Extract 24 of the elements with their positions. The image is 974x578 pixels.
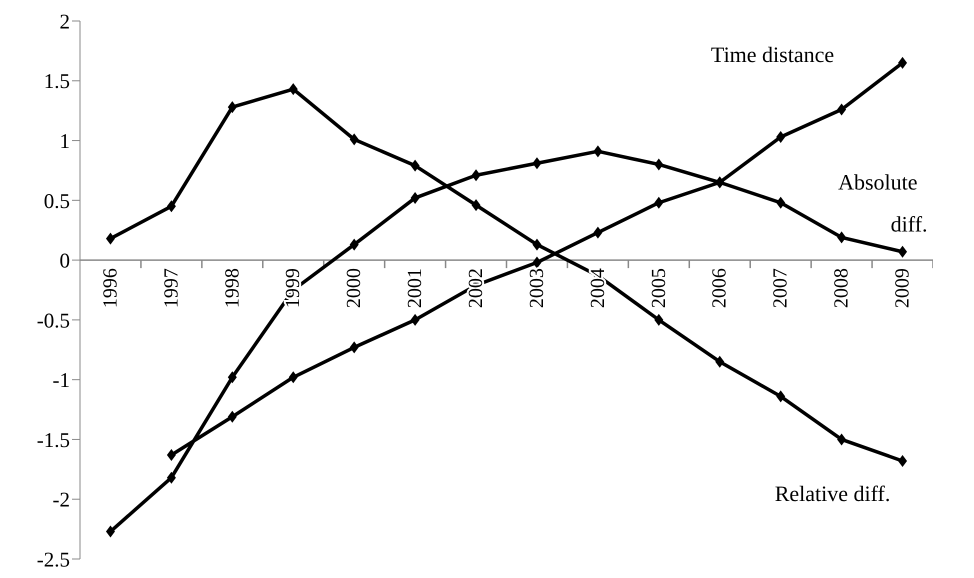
- y-tick-label: -2: [52, 488, 70, 512]
- x-tick-label: 1996: [99, 268, 122, 308]
- y-tick-label: -1.5: [36, 428, 70, 452]
- y-tick-label: 1: [60, 129, 70, 154]
- x-tick-label: 2006: [708, 268, 731, 308]
- y-tick-label: 0: [60, 248, 70, 273]
- series-label: Time distance: [710, 42, 834, 67]
- series-label: Relative diff.: [774, 480, 890, 506]
- x-tick-label: 1998: [221, 268, 244, 308]
- x-tick-label: 2005: [648, 268, 670, 308]
- x-tick-label: 2003: [526, 268, 548, 308]
- x-tick-label: 2009: [892, 268, 914, 308]
- y-tick-label: 1.5: [44, 69, 70, 94]
- y-tick-label: -0.5: [36, 308, 70, 332]
- y-tick-label: 0.5: [44, 188, 70, 213]
- x-tick-label: 2001: [404, 268, 426, 308]
- series-label: Absolute diff.: [838, 170, 928, 237]
- x-tick-label: 1997: [160, 268, 182, 308]
- y-tick-label: -2.5: [36, 547, 70, 572]
- y-tick-label: -1: [52, 368, 70, 392]
- y-tick-label: 2: [60, 9, 70, 34]
- x-tick-label: 2008: [830, 268, 853, 308]
- x-tick-label: 2007: [770, 268, 792, 308]
- x-tick-label: 2000: [343, 268, 366, 308]
